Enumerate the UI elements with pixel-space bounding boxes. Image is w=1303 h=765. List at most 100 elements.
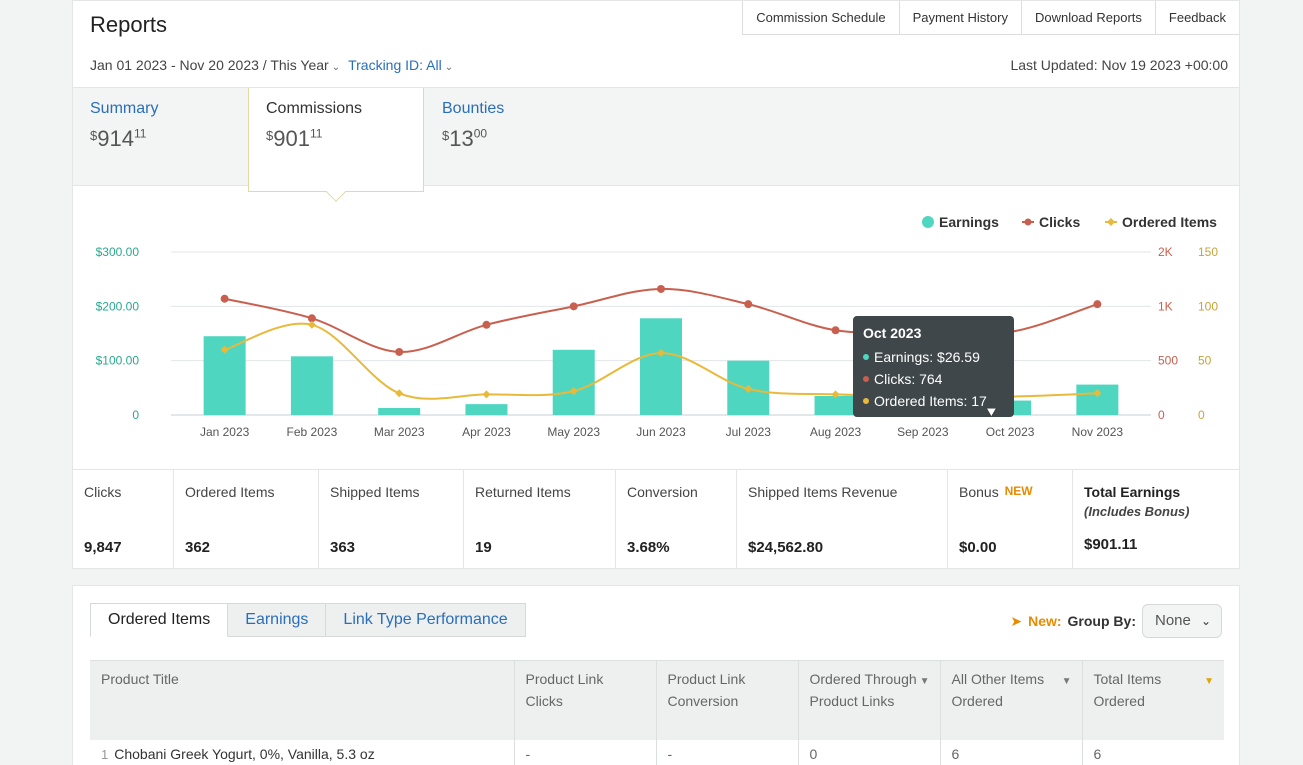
- stat-value: $0.00: [959, 539, 997, 556]
- ordered-items-point: [1093, 389, 1102, 398]
- col-all-other-items[interactable]: All Other Items Ordered ▼: [940, 660, 1083, 740]
- x-axis-tick: Mar 2023: [374, 425, 425, 439]
- stat-label: Ordered Items: [185, 484, 275, 500]
- tab-feedback[interactable]: Feedback: [1168, 10, 1226, 25]
- tab-commissions-label: Commissions: [266, 100, 363, 117]
- tab-download-reports[interactable]: Download Reports: [1022, 1, 1156, 34]
- col-product-link-clicks[interactable]: Product Link Clicks: [514, 660, 657, 740]
- amount-whole: 13: [449, 126, 474, 151]
- col-total-items-ordered[interactable]: Total Items Ordered ▼: [1082, 660, 1224, 740]
- legend-ordered-icon: [1107, 218, 1115, 226]
- group-by-select[interactable]: None ⌄: [1142, 604, 1222, 638]
- stat-value: 3.68%: [627, 539, 670, 556]
- tooltip-row-clicks: Clicks: 764: [863, 368, 1004, 390]
- y-axis-ordered-tick: 150: [1198, 245, 1218, 259]
- tracking-id-label: Tracking ID: All: [348, 57, 442, 73]
- tab-summary-label: Summary: [90, 100, 159, 117]
- earnings-bar: [465, 404, 508, 415]
- stat-clicks: Clicks 9,847: [73, 470, 174, 569]
- stat-label: Shipped Items Revenue: [748, 484, 898, 500]
- earnings-bar: [640, 318, 682, 415]
- ordered-items-table: Product Title Product Link Clicks Produc…: [90, 660, 1224, 765]
- cell-total-items: 6: [1093, 745, 1102, 762]
- stats-row: Clicks 9,847 Ordered Items 362 Shipped I…: [73, 469, 1239, 569]
- amount-cents: 11: [133, 126, 147, 141]
- col-product-link-conversion[interactable]: Product Link Conversion: [656, 660, 799, 740]
- stat-label: Shipped Items: [330, 484, 420, 500]
- y-axis-clicks-tick: 2K: [1158, 245, 1173, 259]
- tab-earnings[interactable]: Earnings: [228, 603, 327, 637]
- tab-commissions[interactable]: Commissions $90111: [248, 88, 424, 202]
- tab-bounties-label: Bounties: [442, 100, 505, 117]
- clicks-point: [569, 302, 578, 311]
- x-axis-tick: Feb 2023: [287, 425, 338, 439]
- y-axis-left-tick: $300.00: [96, 245, 140, 259]
- y-axis-clicks-tick: 0: [1158, 408, 1165, 422]
- tracking-id-dropdown[interactable]: Tracking ID: All ⌄: [348, 57, 453, 73]
- x-axis-tick: Sep 2023: [897, 425, 949, 439]
- legend-label: Clicks: [1039, 214, 1080, 230]
- x-axis-tick: Apr 2023: [462, 425, 511, 439]
- legend-label: Earnings: [939, 214, 999, 230]
- report-panel: Reports Commission Schedule Payment Hist…: [72, 0, 1240, 569]
- date-range-label: Jan 01 2023 - Nov 20 2023 / This Year: [90, 57, 329, 73]
- table-row[interactable]: 1 Chobani Greek Yogurt, 0%, Vanilla, 5.3 …: [90, 739, 1224, 765]
- x-axis-tick: Aug 2023: [810, 425, 862, 439]
- stat-ordered-items: Ordered Items 362: [174, 470, 319, 569]
- clicks-point: [744, 300, 753, 309]
- earnings-bar: [290, 356, 333, 415]
- y-axis-ordered-tick: 50: [1198, 354, 1212, 368]
- tab-link-type-performance[interactable]: Link Type Performance: [326, 603, 526, 637]
- currency-symbol: $: [266, 128, 274, 143]
- y-axis-left-tick: $200.00: [96, 299, 140, 313]
- stat-label: Conversion: [627, 484, 698, 500]
- tab-summary[interactable]: Summary $91411: [73, 88, 175, 186]
- table-tabs: Ordered Items Earnings Link Type Perform…: [90, 603, 526, 637]
- tooltip-title: Oct 2023: [863, 325, 922, 341]
- tooltip-clicks: Clicks: 764: [874, 371, 943, 387]
- new-badge: NEW: [1004, 484, 1033, 498]
- stat-value: $901.11: [1084, 536, 1138, 553]
- page-title: Reports: [90, 12, 168, 37]
- tab-payment-history[interactable]: Payment History: [900, 1, 1022, 34]
- col-product-title[interactable]: Product Title: [90, 660, 515, 740]
- ordered-dot-icon: [863, 398, 869, 405]
- earnings-chart: 0 $100.00 $200.00 $300.00 0 500 1K 2K 0 50 100 150 J…: [96, 214, 1219, 439]
- chevron-down-icon: ⌄: [331, 62, 341, 73]
- earnings-bar: [1076, 384, 1119, 415]
- y-axis-ordered-tick: 100: [1198, 299, 1218, 313]
- col-label: Ordered Through Product Links: [809, 671, 917, 709]
- earnings-bar: [552, 349, 595, 415]
- stat-returned-items: Returned Items 19: [464, 470, 616, 569]
- currency-symbol: $: [90, 128, 98, 143]
- col-ordered-through-links[interactable]: Ordered Through Product Links ▼: [798, 660, 941, 740]
- stat-sublabel: (Includes Bonus): [1084, 504, 1190, 519]
- tab-bounties[interactable]: Bounties $1300: [425, 88, 521, 186]
- tab-ordered-items[interactable]: Ordered Items: [90, 603, 229, 637]
- tooltip-row-earnings: Earnings: $26.59: [863, 346, 1004, 368]
- date-range-dropdown[interactable]: Jan 01 2023 - Nov 20 2023 / This Year ⌄: [90, 57, 340, 73]
- x-axis-tick: Jan 2023: [200, 425, 250, 439]
- row-number: 1: [101, 746, 109, 762]
- ordered-items-point: [744, 384, 753, 393]
- x-axis-tick: Nov 2023: [1072, 425, 1124, 439]
- sort-icon: ▼: [919, 676, 930, 687]
- x-axis-tick: Jun 2023: [636, 425, 686, 439]
- table-panel: Ordered Items Earnings Link Type Perform…: [72, 585, 1240, 765]
- chevron-down-icon: ⌄: [444, 62, 454, 73]
- x-axis-tick: Oct 2023: [986, 425, 1035, 439]
- ordered-items-point: [482, 390, 491, 399]
- stat-label: Bonus NEW: [959, 484, 1061, 500]
- amount-cents: 11: [309, 126, 323, 141]
- ordered-items-point: [220, 345, 229, 354]
- y-axis-left-tick: $100.00: [96, 354, 140, 368]
- x-axis-tick: Jul 2023: [726, 425, 772, 439]
- earnings-dot-icon: [863, 354, 869, 361]
- tab-commission-schedule[interactable]: Commission Schedule: [743, 1, 900, 34]
- group-by: ➤ New: Group By: None ⌄: [1010, 604, 1222, 638]
- summary-amount: $91411: [90, 126, 158, 152]
- stat-shipped-revenue: Shipped Items Revenue $24,562.80: [737, 470, 948, 569]
- ordered-items-point: [569, 387, 578, 396]
- stat-label-text: Bonus: [959, 484, 999, 500]
- tooltip-earnings: Earnings: $26.59: [874, 349, 980, 365]
